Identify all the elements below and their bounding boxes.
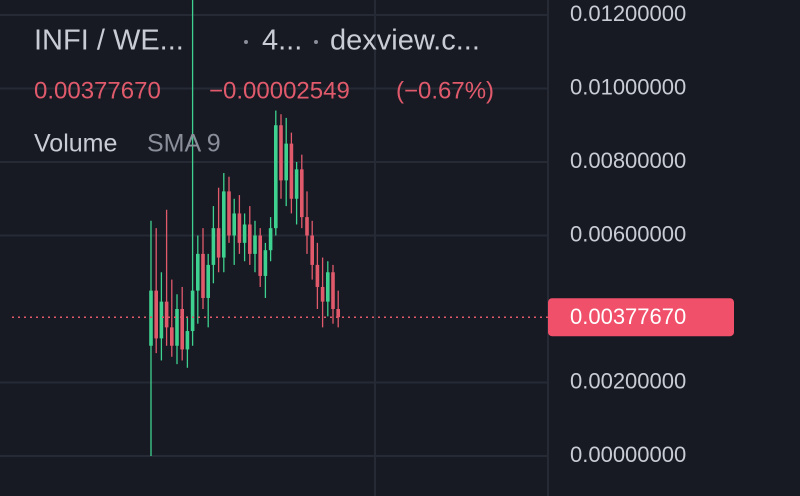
candle-body <box>331 272 335 309</box>
candle-body <box>258 235 262 276</box>
candle-body <box>201 253 205 298</box>
candle-body <box>237 213 242 243</box>
last-price-label: 0.00377670 <box>570 304 686 329</box>
source: dexview.c... <box>330 25 480 57</box>
change: −0.00002549 <box>209 77 350 104</box>
y-tick-label: 0.00600000 <box>570 221 686 246</box>
candle-body <box>206 264 210 298</box>
candle-body <box>263 250 268 276</box>
candle-body <box>222 191 226 258</box>
y-tick-label: 0.00000000 <box>570 442 686 467</box>
candles <box>149 0 340 456</box>
candle-body <box>227 191 231 236</box>
interval: 4... <box>262 25 302 57</box>
candle-body <box>159 301 164 339</box>
volume-label: Volume <box>34 130 117 158</box>
candle-body <box>190 290 195 332</box>
dot <box>244 40 248 44</box>
y-tick-label: 0.00200000 <box>570 368 686 393</box>
candle-body <box>320 286 325 302</box>
change-pct: (−0.67%) <box>396 77 494 104</box>
candle-body <box>300 169 304 218</box>
candle-body <box>289 143 294 199</box>
candle-body <box>164 301 169 328</box>
candle-body <box>279 125 283 181</box>
candle-body <box>175 309 179 346</box>
candle-body <box>248 224 252 254</box>
candle-body <box>336 309 340 318</box>
candle-body <box>274 125 278 229</box>
candle-body <box>185 331 190 350</box>
candle-body <box>326 272 330 302</box>
pair: INFI / WE... <box>34 25 184 57</box>
y-tick-label: 0.01000000 <box>570 74 686 99</box>
candle-body <box>242 224 247 243</box>
candle-body <box>305 217 309 236</box>
candle-body <box>196 253 200 291</box>
candle-body <box>216 228 221 258</box>
candle-body <box>232 213 236 236</box>
candle-body <box>294 169 299 199</box>
last-price-tag <box>548 298 734 337</box>
dot <box>314 40 318 44</box>
candle-body <box>149 290 153 346</box>
candle-body <box>315 264 320 287</box>
y-tick-label: 0.00800000 <box>570 148 686 173</box>
candle-body <box>310 235 314 265</box>
candle-body <box>268 228 273 251</box>
price: 0.00377670 <box>34 77 161 104</box>
candle-body <box>180 309 184 350</box>
candle-body <box>284 143 288 181</box>
sma-label: SMA 9 <box>147 130 221 158</box>
candle-body <box>154 290 158 339</box>
y-tick-label: 0.01200000 <box>570 1 686 26</box>
candle-body <box>211 228 216 265</box>
candle-body <box>170 327 174 346</box>
candle-body <box>253 235 257 254</box>
